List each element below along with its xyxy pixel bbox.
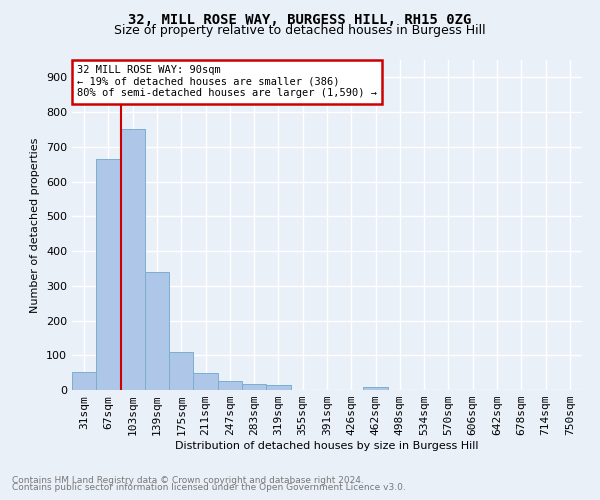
Bar — [96, 159, 121, 390]
Y-axis label: Number of detached properties: Number of detached properties — [31, 138, 40, 312]
Bar — [72, 372, 96, 390]
Bar — [364, 387, 388, 390]
Bar — [242, 384, 266, 390]
Text: 32 MILL ROSE WAY: 90sqm
← 19% of detached houses are smaller (386)
80% of semi-d: 32 MILL ROSE WAY: 90sqm ← 19% of detache… — [77, 65, 377, 98]
Bar — [218, 382, 242, 390]
Bar — [193, 372, 218, 390]
X-axis label: Distribution of detached houses by size in Burgess Hill: Distribution of detached houses by size … — [175, 441, 479, 451]
Text: Contains HM Land Registry data © Crown copyright and database right 2024.: Contains HM Land Registry data © Crown c… — [12, 476, 364, 485]
Text: 32, MILL ROSE WAY, BURGESS HILL, RH15 0ZG: 32, MILL ROSE WAY, BURGESS HILL, RH15 0Z… — [128, 12, 472, 26]
Bar — [169, 352, 193, 390]
Text: Contains public sector information licensed under the Open Government Licence v3: Contains public sector information licen… — [12, 484, 406, 492]
Bar — [121, 130, 145, 390]
Text: Size of property relative to detached houses in Burgess Hill: Size of property relative to detached ho… — [114, 24, 486, 37]
Bar — [266, 386, 290, 390]
Bar — [145, 272, 169, 390]
